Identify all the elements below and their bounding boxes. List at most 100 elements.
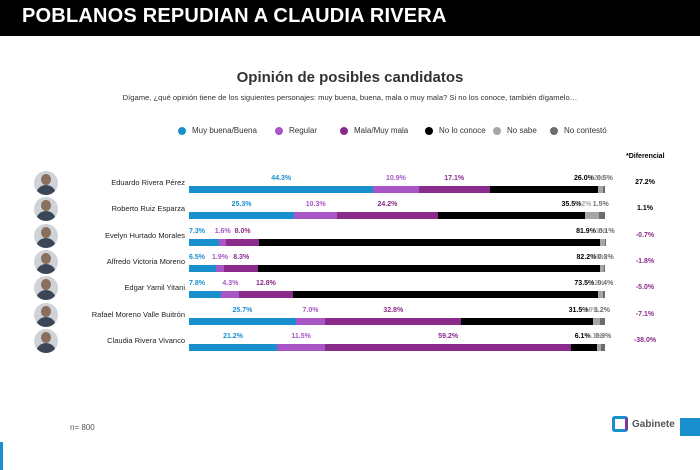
candidate-row: Rafael Moreno Valle Buitrón 25.7% 7.0% 32.8… [0, 302, 700, 328]
candidate-name: Claudia Rivera Vivanco [107, 335, 185, 345]
data-label: 1.9% [212, 253, 228, 261]
bar-segment [600, 317, 605, 325]
data-label: 0.5% [596, 175, 613, 182]
bar-segment [489, 186, 598, 193]
data-label: 10.3% [305, 201, 326, 209]
bar-segment [601, 343, 605, 351]
data-label: 1.6% [214, 227, 231, 235]
legend-item: Muy buena/Buena [178, 126, 257, 135]
candidate-name: Rafael Moreno Valle Buitrón [91, 309, 185, 319]
data-label: 59.2% [438, 332, 459, 340]
data-label: 8.0% [234, 227, 251, 235]
data-label: 7.3% [189, 227, 205, 235]
candidate-name: Alfredo Victoria Moreno [106, 256, 185, 266]
gabinete-logo: Gabinete [612, 416, 675, 432]
data-label: 81.9% [576, 227, 596, 235]
left-accent [0, 442, 3, 470]
bar-segment [221, 291, 240, 299]
legend-item: No lo conoce [425, 126, 486, 135]
bar-segment [373, 186, 419, 193]
data-label: 7.8% [189, 280, 205, 288]
data-label: 0.3% [597, 253, 614, 261]
headline: POBLANOS REPUDIAN A CLAUDIA RIVERA [22, 5, 447, 27]
bar-segment [189, 317, 296, 325]
bar-segment [295, 317, 326, 325]
candidate-photo [34, 197, 58, 222]
bar-segment [189, 291, 222, 299]
bar-segment [600, 264, 604, 272]
bar-segment [258, 264, 601, 272]
chart-title: Opinión de posibles candidatos [236, 69, 464, 86]
candidate-row: Eduardo Rivera Pérez 44.3% 10.9% 17.1% 26.0%… [0, 170, 700, 196]
data-label: 1.2% [594, 306, 610, 314]
data-label: 7.0% [302, 306, 319, 314]
data-label: 24.2% [377, 201, 398, 209]
logo-text: Gabinete [632, 418, 675, 430]
candidate-row: Edgar Yamil Yitani 7.8% 4.3% 12.8% 73.5% 1.2%… [0, 275, 700, 301]
bar-segment [239, 291, 293, 299]
diferencial-value: 27.2% [635, 179, 655, 186]
legend-item: No sabe [493, 126, 537, 135]
legend-label: No contestó [564, 126, 607, 135]
bar-segment [602, 186, 605, 193]
candidate-photo [34, 302, 58, 327]
data-label: 6.5% [189, 253, 205, 261]
bar-segment [189, 238, 220, 246]
legend-item: Mala/Muy mala [340, 126, 408, 135]
candidate-photo [34, 276, 58, 301]
candidate-name: Evelyn Hurtado Morales [104, 230, 185, 240]
candidate-row: Claudia Rivera Vivanco 21.2% 11.5% 59.2% 6.1… [0, 328, 700, 354]
legend-label: Mala/Muy mala [354, 126, 409, 135]
bar-segment [571, 343, 597, 351]
diferencial-value: -38.0% [633, 336, 657, 344]
data-label: 0.1% [598, 227, 615, 235]
data-label: 32.8% [383, 306, 404, 314]
legend-label: No lo conoce [439, 126, 486, 135]
bar-segment [259, 238, 600, 246]
legend-label: Regular [289, 126, 318, 135]
data-label: 1.8% [582, 306, 599, 314]
data-label: 11.5% [291, 332, 311, 340]
candidate-photo [34, 249, 58, 274]
candidate-name: Roberto Ruiz Esparza [111, 204, 185, 214]
data-label: 35.5% [561, 201, 582, 209]
bar-segment [600, 238, 605, 246]
data-label: 26.0% [573, 175, 594, 182]
legend-swatch [178, 126, 186, 135]
header-bar: POBLANOS REPUDIAN A CLAUDIA RIVERA [0, 0, 700, 36]
diferencial-value: 1.1% [637, 205, 653, 213]
legend-swatch [550, 126, 558, 135]
legend-label: No sabe [507, 126, 537, 135]
data-label: 1.5% [592, 201, 609, 209]
data-label: 1.2% [587, 175, 604, 182]
logo-mark-icon [612, 416, 628, 432]
data-label: 1.2% [588, 280, 605, 288]
data-label: 8.3% [233, 253, 250, 261]
data-label: 1.1% [590, 227, 606, 235]
data-label: 10.9% [386, 175, 406, 182]
diferencial-value: -7.1% [635, 310, 655, 318]
legend-item: Regular [275, 126, 317, 135]
legend-item: No contestó [550, 126, 607, 135]
bar-segment [603, 291, 605, 299]
diferencial-value: -1.8% [635, 257, 655, 265]
bar-segment [597, 186, 603, 193]
candidate-photo [34, 328, 58, 353]
bar-segment [596, 343, 602, 351]
bar-segment [226, 238, 260, 246]
data-label: 21.2% [223, 332, 244, 340]
legend-swatch [425, 126, 433, 135]
candidate-row: Roberto Ruiz Esparza 25.3% 10.3% 24.2% 35.5%… [0, 196, 700, 222]
data-label: 17.1% [444, 175, 465, 182]
bar-segment [216, 264, 224, 272]
candidate-row: Alfredo Victoria Moreno 6.5% 1.9% 8.3% 82.2%… [0, 249, 700, 275]
corner-accent [680, 418, 700, 436]
legend-swatch [275, 126, 283, 135]
bar-segment [277, 343, 326, 351]
data-label: 82.2% [576, 253, 597, 261]
survey-question: Dígame, ¿qué opinión tiene de los siguie… [122, 93, 578, 102]
data-label: 0.8% [590, 253, 607, 261]
bar-segment [219, 238, 226, 246]
bar-segment [292, 291, 599, 299]
bar-segment [461, 317, 593, 325]
